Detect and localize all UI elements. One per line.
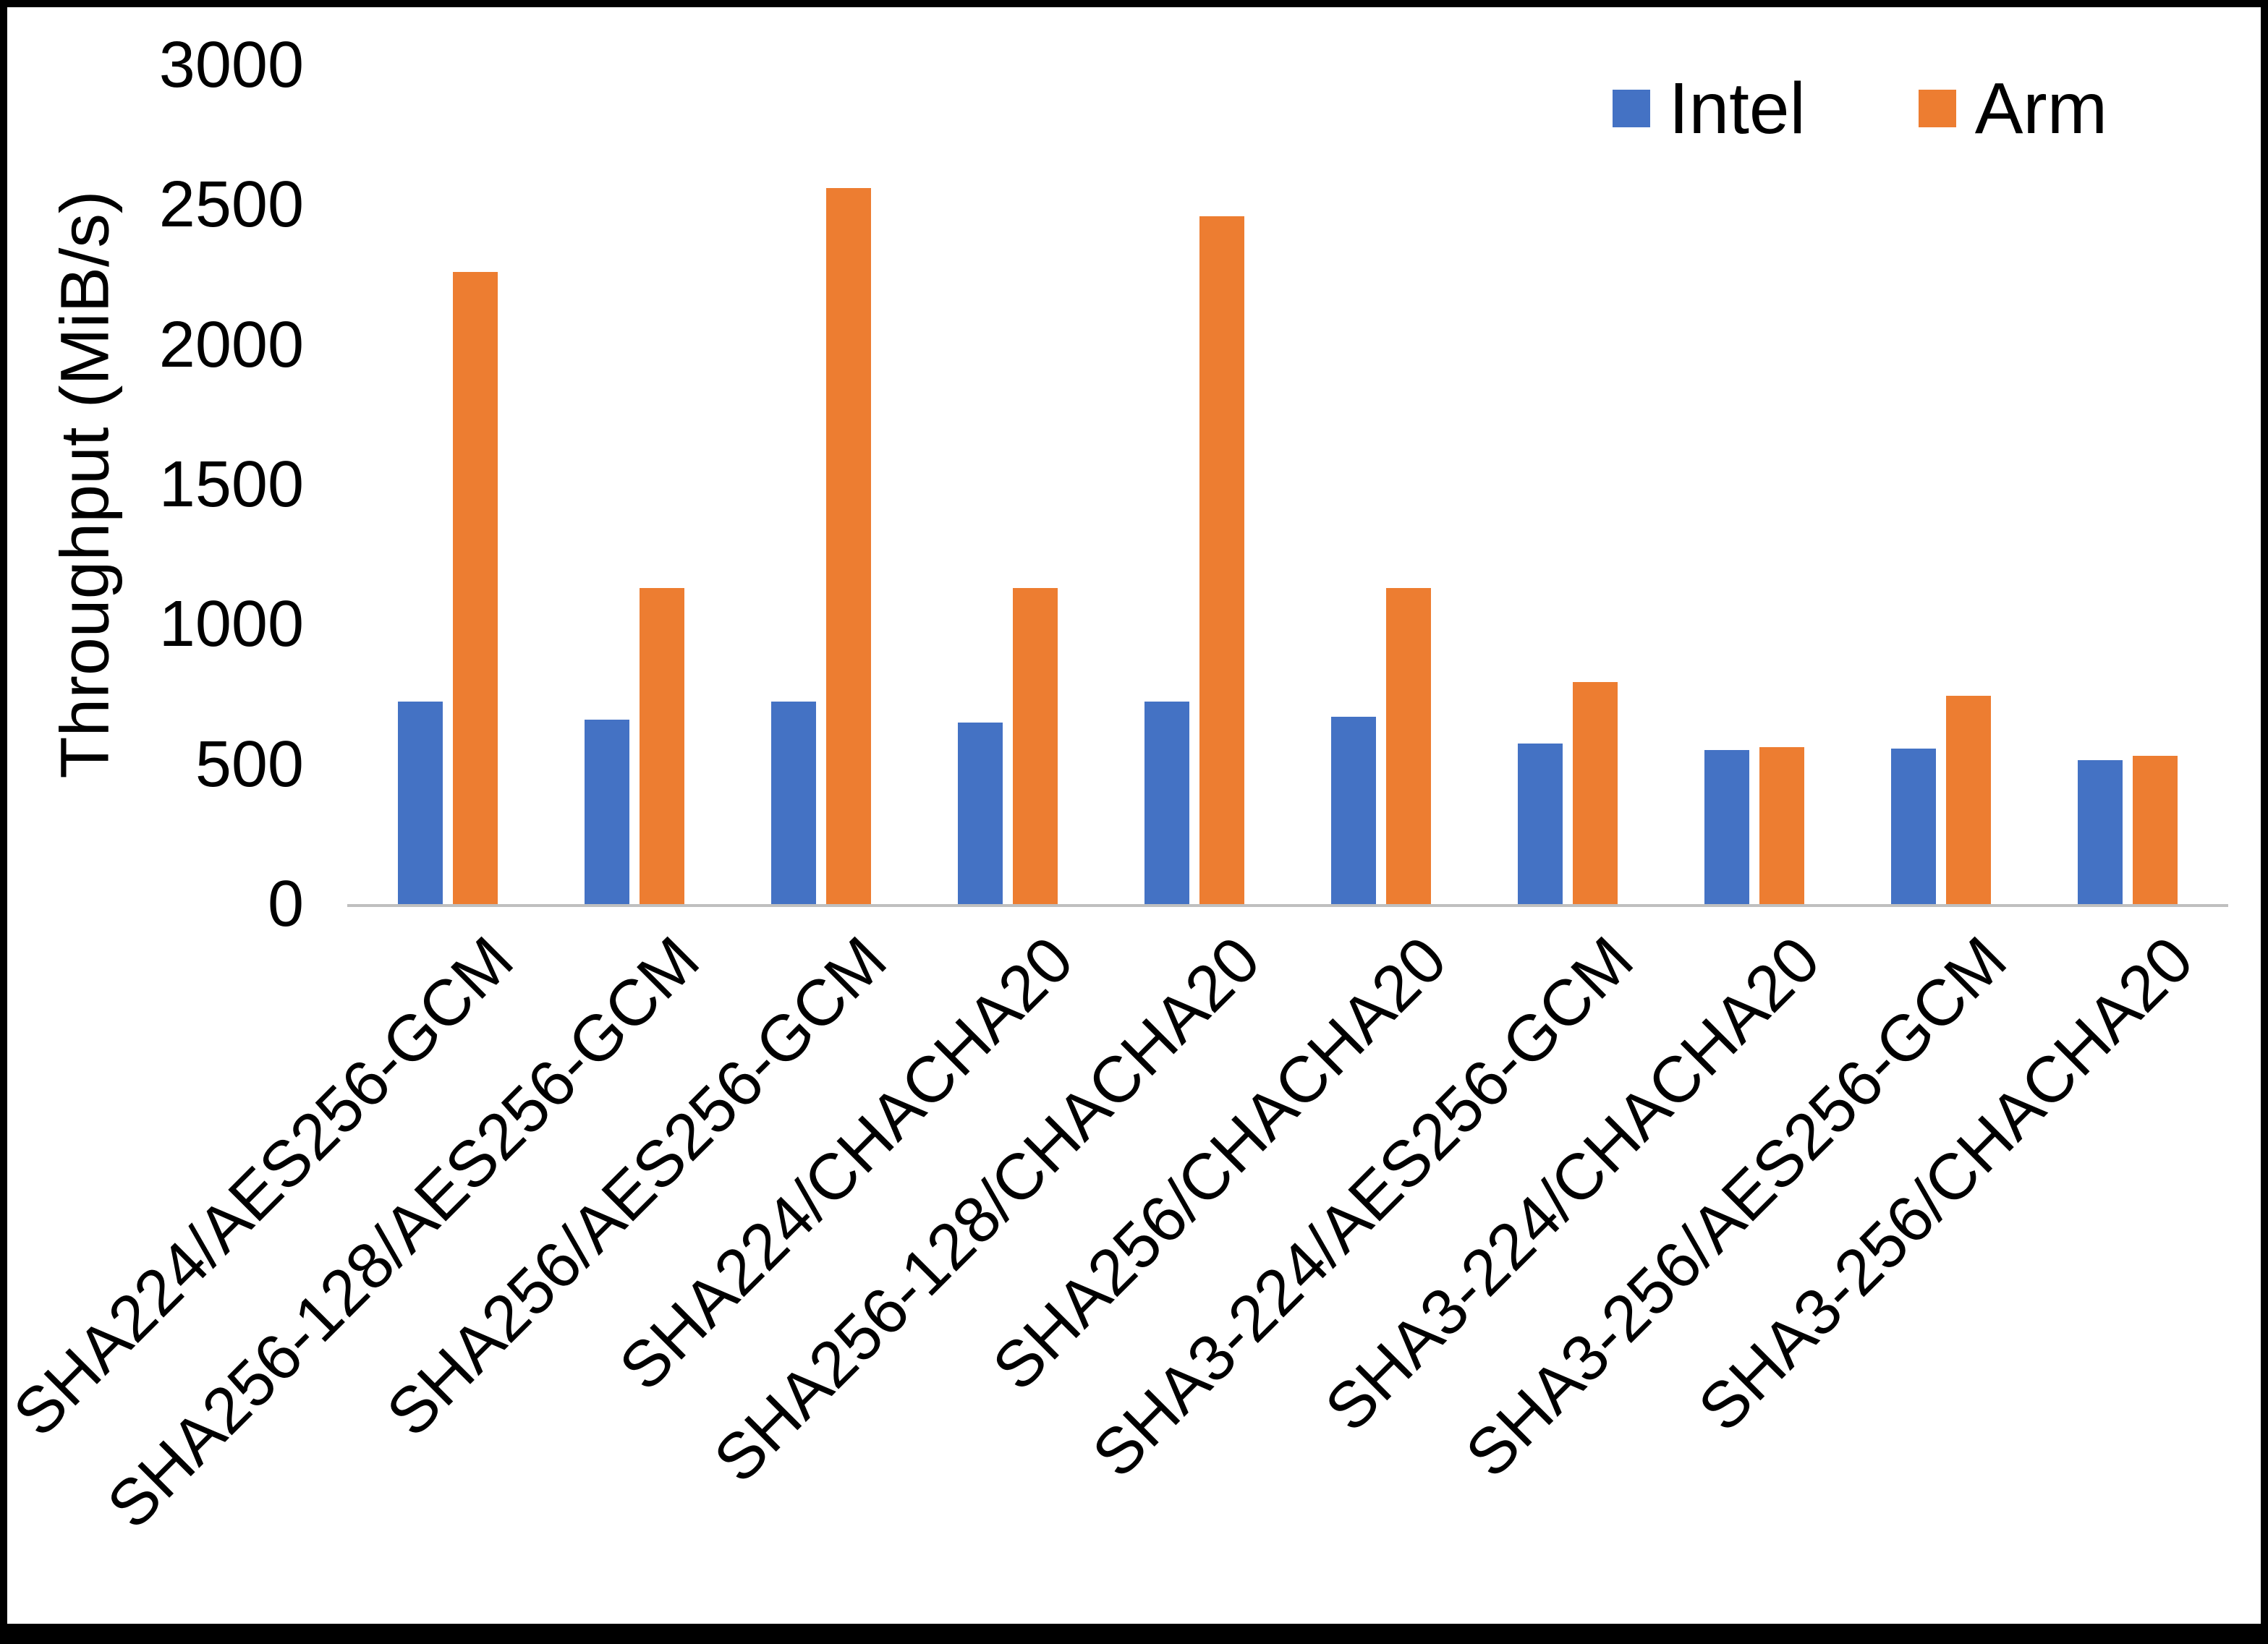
bar-intel	[1331, 716, 1376, 904]
bar-intel	[958, 722, 1003, 904]
bar-group	[1101, 65, 1288, 904]
bar-arm	[1573, 681, 1618, 904]
bar-intel	[398, 701, 443, 904]
bar-arm	[1386, 588, 1431, 904]
bar-arm	[640, 588, 684, 904]
bar-group	[1848, 65, 2034, 904]
bar-arm	[1759, 747, 1804, 904]
legend-swatch-arm	[1918, 90, 1956, 127]
bar-intel	[1518, 743, 1563, 904]
legend-swatch-intel	[1612, 90, 1650, 127]
y-axis-tick-label: 0	[267, 868, 304, 940]
bar-group	[1474, 65, 1661, 904]
legend-label-arm: Arm	[1974, 68, 2107, 149]
bar-intel	[1891, 749, 1936, 904]
throughput-bar-chart: Throughput (MiB/s) 0 500 1000 1500 2000 2500 3…	[0, 7, 2261, 1624]
plot-area	[354, 65, 2221, 904]
x-axis-category-labels: SHA224/AES256-GCM SHA256-128/AES256-GCM SH…	[0, 7, 2261, 1624]
bar-intel	[1704, 750, 1749, 904]
bar-arm	[1199, 216, 1244, 904]
bar-arm	[453, 272, 498, 904]
y-axis-tick-label: 2500	[158, 169, 304, 242]
bar-arm	[826, 188, 871, 904]
legend-label-intel: Intel	[1668, 68, 1806, 149]
bar-arm	[2133, 756, 2178, 904]
y-axis-tick-label: 1500	[158, 448, 304, 521]
legend-item-arm: Arm	[1918, 68, 2107, 149]
bar-group	[728, 65, 914, 904]
bar-group	[1661, 65, 1848, 904]
y-axis-tick-label: 500	[195, 728, 304, 801]
legend-item-intel: Intel	[1612, 68, 1806, 149]
chart-legend: Intel Arm	[1612, 68, 2107, 149]
bar-intel	[1144, 701, 1189, 904]
bar-arm	[1946, 695, 1991, 904]
bar-group	[2034, 65, 2221, 904]
y-axis-tick-label: 2000	[158, 308, 304, 381]
bar-intel	[585, 719, 629, 904]
bar-intel	[2078, 759, 2123, 904]
bar-group	[914, 65, 1101, 904]
x-axis-line	[347, 904, 2228, 907]
y-axis-tick-label: 1000	[158, 588, 304, 661]
bar-arm	[1013, 588, 1058, 904]
bar-intel	[771, 701, 816, 904]
bar-group	[1288, 65, 1474, 904]
y-axis-tick-label: 3000	[158, 29, 304, 101]
bar-group	[541, 65, 728, 904]
bar-group	[354, 65, 541, 904]
